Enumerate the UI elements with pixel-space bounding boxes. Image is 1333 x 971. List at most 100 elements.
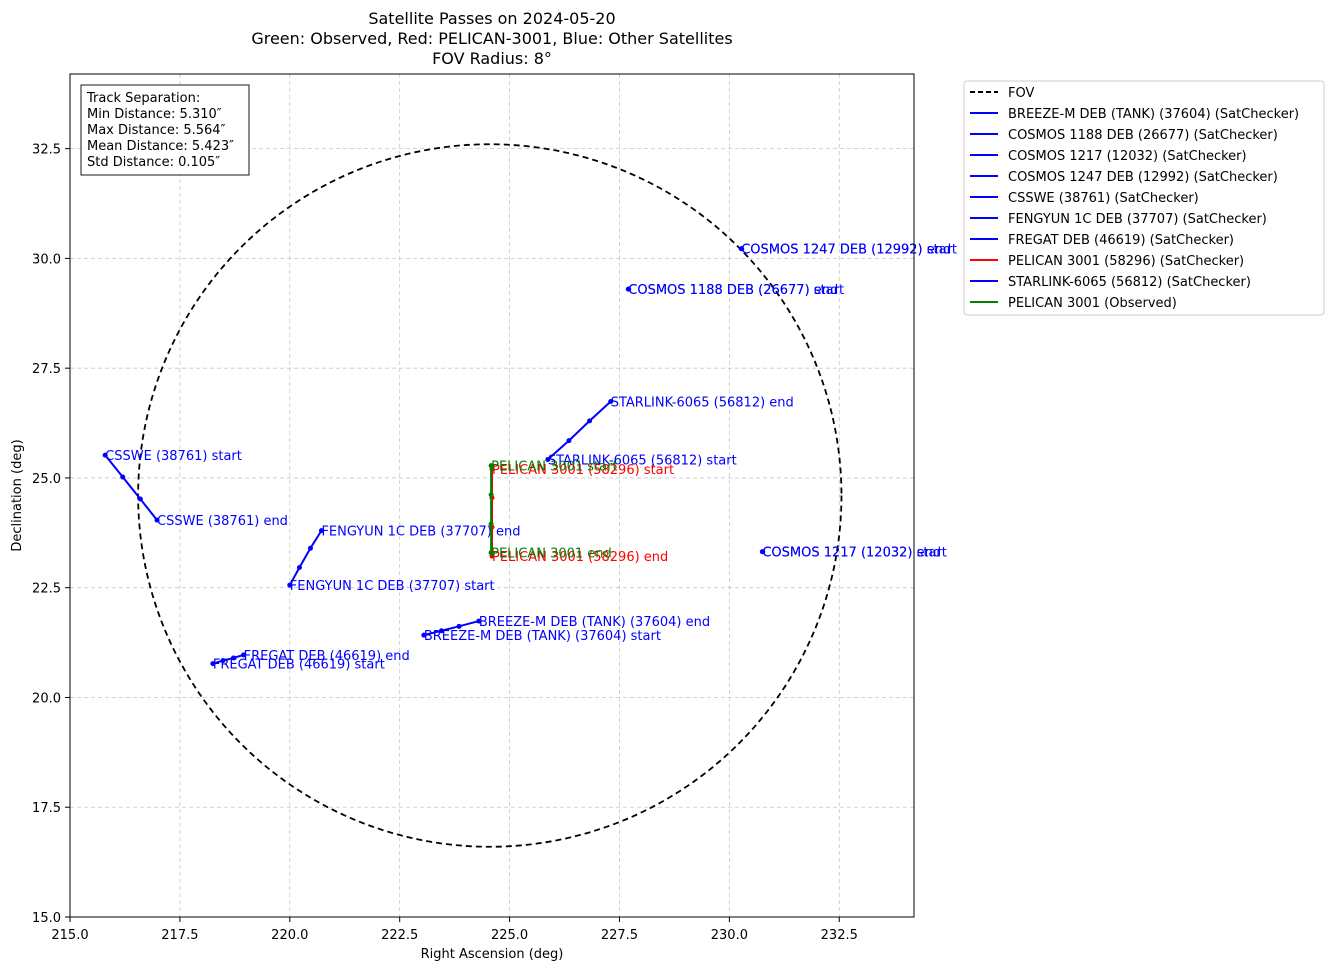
series-line bbox=[212, 653, 244, 665]
data-point bbox=[102, 452, 108, 458]
y-tick-label: 32.5 bbox=[32, 143, 61, 158]
series-pelican_obs: PELICAN 3001 start PELICAN 3001 end bbox=[488, 460, 618, 562]
data-point bbox=[241, 652, 247, 658]
series-starlink: STARLINK-6065 (56812) start STARLINK-6065… bbox=[545, 396, 794, 468]
data-point bbox=[137, 496, 143, 502]
point-label: PELICAN 3001 start bbox=[491, 460, 617, 475]
data-point bbox=[231, 655, 237, 661]
point-label: COSMOS 1247 DEB (12992) start bbox=[741, 243, 957, 258]
point-label: BREEZE-M DEB (TANK) (37604) end bbox=[479, 615, 710, 630]
data-point bbox=[626, 286, 632, 292]
series-group: BREEZE-M DEB (TANK) (37604) startBREEZE-… bbox=[102, 243, 957, 673]
data-point bbox=[760, 549, 766, 555]
legend-label: CSSWE (38761) (SatChecker) bbox=[1008, 191, 1199, 206]
point-label: FENGYUN 1C DEB (37707) end bbox=[321, 525, 520, 540]
stats-line: Std Distance: 0.105″ bbox=[87, 155, 220, 170]
x-tick-label: 225.0 bbox=[491, 928, 528, 943]
point-label: PELICAN 3001 (58296) end bbox=[492, 550, 668, 565]
series-breeze: BREEZE-M DEB (TANK) (37604) startBREEZE-… bbox=[421, 615, 710, 644]
legend-label: FENGYUN 1C DEB (37707) (SatChecker) bbox=[1008, 212, 1267, 227]
point-label: STARLINK-6065 (56812) start bbox=[548, 453, 737, 468]
legend-label: FOV bbox=[1008, 86, 1034, 101]
series-line bbox=[104, 454, 158, 521]
series-pelican_pred: PELICAN 3001 (58296) start PELICAN 3001 (… bbox=[489, 463, 674, 565]
data-point bbox=[566, 438, 572, 444]
series-line bbox=[423, 620, 480, 637]
data-point bbox=[488, 550, 494, 556]
legend-label: COSMOS 1188 DEB (26677) (SatChecker) bbox=[1008, 128, 1278, 143]
data-point bbox=[608, 399, 614, 405]
point-label: FENGYUN 1C DEB (37707) start bbox=[290, 579, 495, 594]
y-tick-label: 25.0 bbox=[32, 472, 61, 487]
data-point bbox=[488, 521, 494, 527]
legend-label: COSMOS 1217 (12032) (SatChecker) bbox=[1008, 149, 1247, 164]
x-tick-label: 222.5 bbox=[381, 928, 418, 943]
point-label: STARLINK-6065 (56812) end bbox=[611, 396, 794, 411]
legend-label: PELICAN 3001 (58296) (SatChecker) bbox=[1008, 254, 1244, 269]
x-axis-label: Right Ascension (deg) bbox=[421, 947, 564, 962]
title-line: Green: Observed, Red: PELICAN-3001, Blue… bbox=[251, 29, 732, 48]
data-point bbox=[120, 474, 126, 480]
legend-label: FREGAT DEB (46619) (SatChecker) bbox=[1008, 233, 1234, 248]
x-tick-label: 232.5 bbox=[821, 928, 858, 943]
point-label: CSSWE (38761) end bbox=[157, 514, 288, 529]
y-tick-label: 20.0 bbox=[32, 691, 61, 706]
data-point bbox=[220, 658, 226, 664]
y-axis-label: Declination (deg) bbox=[10, 439, 25, 551]
point-label: COSMOS 1217 (12032) start bbox=[762, 546, 947, 561]
y-tick-label: 15.0 bbox=[32, 911, 61, 926]
data-point bbox=[488, 463, 494, 469]
x-tick-label: 227.5 bbox=[601, 928, 638, 943]
x-tick-label: 230.0 bbox=[711, 928, 748, 943]
axes: 215.0 217.5 220.0 222.5 225.0 227.5 230.0 232.5… bbox=[10, 73, 915, 962]
point-label: PELICAN 3001 (58296) start bbox=[492, 463, 674, 478]
legend: FOV BREEZE-M DEB (TANK) (37604) (SatCheck… bbox=[963, 80, 1325, 316]
series-fengyun: FENGYUN 1C DEB (37707) start FENGYUN 1C D… bbox=[287, 525, 520, 594]
y-tick-label: 22.5 bbox=[32, 582, 61, 597]
stats-line: Max Distance: 5.564″ bbox=[87, 123, 226, 138]
stats-box-frame bbox=[80, 84, 250, 176]
point-label: BREEZE-M DEB (TANK) (37604) start bbox=[424, 629, 661, 644]
data-point bbox=[488, 492, 494, 498]
stats-line: Track Separation: bbox=[86, 91, 200, 106]
point-label: COSMOS 1188 DEB (26677) start bbox=[628, 283, 844, 298]
data-point bbox=[456, 623, 462, 629]
x-tick-label: 217.5 bbox=[161, 928, 198, 943]
stats-box: Track Separation:Min Distance: 5.310″Max… bbox=[80, 84, 250, 176]
data-point bbox=[438, 628, 444, 634]
x-tick-label: 220.0 bbox=[271, 928, 308, 943]
point-label: COSMOS 1247 DEB (12992) end bbox=[741, 243, 951, 258]
title-line: FOV Radius: 8° bbox=[432, 49, 552, 68]
data-point bbox=[476, 618, 482, 624]
y-tick-label: 17.5 bbox=[32, 801, 61, 816]
data-point bbox=[154, 517, 160, 523]
x-tick-label: 215.0 bbox=[51, 928, 88, 943]
point-label: COSMOS 1217 (12032) end bbox=[762, 546, 941, 561]
point-label: CSSWE (38761) start bbox=[105, 449, 242, 464]
legend-label: COSMOS 1247 DEB (12992) (SatChecker) bbox=[1008, 170, 1278, 185]
stats-line: Min Distance: 5.310″ bbox=[87, 107, 222, 122]
y-tick-label: 30.0 bbox=[32, 252, 61, 267]
stats-line: Mean Distance: 5.423″ bbox=[87, 139, 234, 154]
legend-label: BREEZE-M DEB (TANK) (37604) (SatChecker) bbox=[1008, 107, 1299, 122]
data-point bbox=[545, 456, 551, 462]
legend-label: PELICAN 3001 (Observed) bbox=[1008, 296, 1177, 311]
plot-frame bbox=[69, 73, 915, 918]
data-point bbox=[739, 246, 745, 252]
legend-label: STARLINK-6065 (56812) (SatChecker) bbox=[1008, 275, 1251, 290]
legend-frame bbox=[963, 80, 1325, 316]
data-point bbox=[210, 661, 216, 667]
series-line bbox=[288, 530, 323, 586]
y-tick-label: 27.5 bbox=[32, 362, 61, 377]
series-csswe: CSSWE (38761) start CSSWE (38761) end bbox=[102, 449, 288, 529]
data-point bbox=[587, 418, 593, 424]
point-label: COSMOS 1188 DEB (26677) end bbox=[628, 283, 838, 298]
point-label: PELICAN 3001 end bbox=[491, 547, 612, 562]
data-point bbox=[307, 545, 313, 551]
data-point bbox=[421, 632, 427, 638]
